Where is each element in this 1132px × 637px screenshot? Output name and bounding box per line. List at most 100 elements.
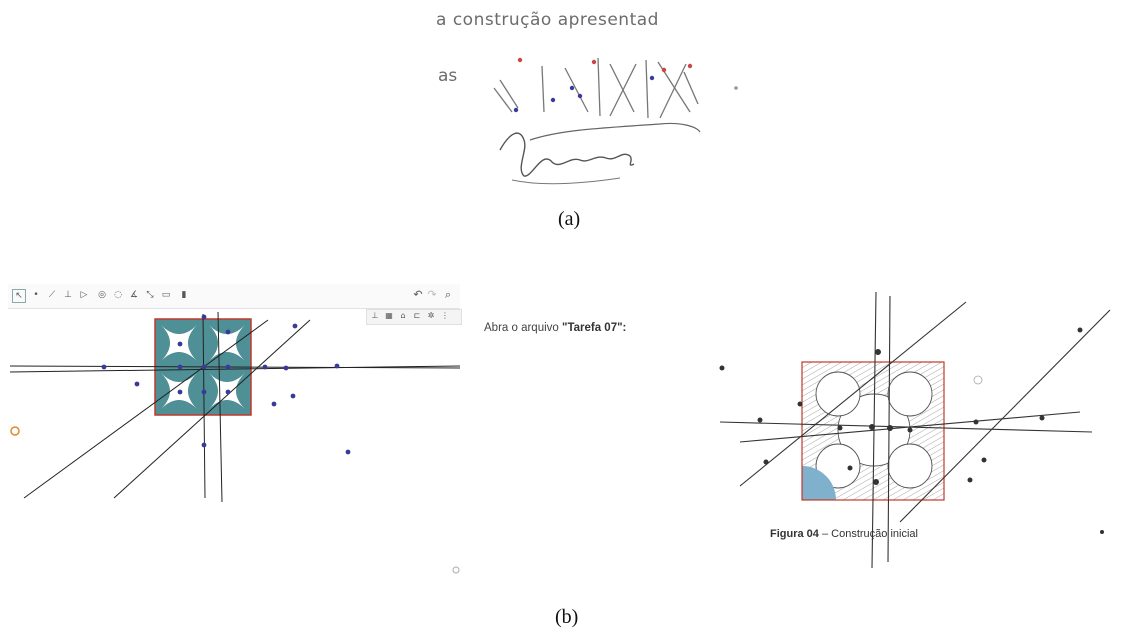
signature-stroke	[511, 177, 621, 185]
redo-icon[interactable]: ↷	[427, 288, 437, 301]
construction-point	[177, 341, 183, 347]
construction-point	[225, 364, 231, 370]
sketch-line	[564, 67, 589, 113]
sketch-line	[541, 65, 545, 113]
sketch-point	[550, 97, 556, 103]
construction-line	[9, 365, 461, 369]
sketch-point	[649, 75, 655, 81]
polygon-tool-icon[interactable]: ▷	[80, 290, 88, 300]
zoom-icon	[452, 566, 460, 574]
graphics-style-bar: ⊥ ▦ ⌂ ⊏ ✲ ⋮	[366, 309, 462, 325]
construction-point	[177, 364, 183, 370]
signature-stroke	[529, 122, 701, 141]
axes-toggle-icon[interactable]: ⊥	[371, 311, 379, 320]
slider-handle	[10, 426, 20, 436]
instruction-prefix: Abra o arquivo	[484, 322, 562, 334]
circle-3points-tool-icon[interactable]: ◌	[114, 290, 122, 300]
construction-point	[283, 365, 289, 371]
construction-point	[262, 364, 268, 370]
sketch-line	[683, 71, 699, 105]
sketch-point	[569, 85, 575, 91]
grid-toggle-icon[interactable]: ▦	[385, 311, 393, 320]
sketch-point	[763, 459, 769, 465]
sketch-point	[577, 93, 583, 99]
sketch-point	[973, 419, 979, 425]
slider-tool-icon[interactable]: ▭	[161, 290, 171, 300]
instruction-text: Abra o arquivo "Tarefa 07":	[484, 322, 626, 334]
angle-tool-icon[interactable]: ∡	[129, 290, 139, 300]
sketch-line	[645, 59, 649, 119]
sketch-point	[837, 425, 843, 431]
construction-line	[9, 365, 461, 373]
more-icon[interactable]: ⋮	[441, 311, 449, 320]
sketch-line	[899, 309, 1111, 523]
instruction-filename: "Tarefa 07":	[562, 322, 627, 334]
undo-icon[interactable]: ↶	[413, 288, 423, 301]
construction-point	[345, 449, 351, 455]
geogebra-window: ↖ • ⟋ ⊥ ▷ ◎ ◌ ∡ ⤡ ▭ ▮ ↶ ↷ ⌕ ⊥ ▦ ⌂ ⊏ ✲ ⋮	[8, 284, 462, 584]
line-tool-icon[interactable]: ⟋	[48, 290, 56, 300]
sketch-point	[513, 107, 519, 113]
view-icon[interactable]: ⊏	[413, 311, 421, 320]
sketch-point	[887, 425, 893, 431]
sketch-line	[659, 63, 687, 119]
move-tool-icon[interactable]: ↖	[12, 289, 26, 303]
sketch-circle	[887, 371, 933, 417]
construction-point	[201, 364, 207, 370]
scan-text-line-2: as	[438, 66, 458, 86]
construction-point	[334, 363, 340, 369]
sketch-line	[609, 63, 637, 117]
sketch-point	[661, 67, 667, 73]
sketch-point	[1039, 415, 1045, 421]
figure-caption-text: – Construção inicial	[818, 528, 918, 540]
construction-point	[292, 323, 298, 329]
construction-line	[23, 319, 269, 499]
construction-point	[134, 381, 140, 387]
construction-point	[201, 442, 207, 448]
sketch-line	[609, 63, 635, 113]
sketch-circle	[887, 443, 933, 489]
sketch-point	[907, 427, 913, 433]
sketch-point	[1077, 327, 1083, 333]
sketch-line	[493, 87, 513, 113]
sketch-point	[797, 401, 803, 407]
caption-a: (a)	[558, 208, 581, 230]
construction-point	[101, 364, 107, 370]
figure-caption: Figura 04 – Construção inicial	[770, 528, 918, 540]
reflect-tool-icon[interactable]: ⤡	[146, 290, 154, 300]
geogebra-canvas[interactable]	[8, 284, 462, 584]
sketch-line	[739, 301, 967, 487]
scan-text-line-1: a construção apresentad	[436, 10, 659, 30]
construction-line	[113, 319, 311, 499]
perpendicular-tool-icon[interactable]: ⊥	[64, 290, 72, 300]
search-icon[interactable]: ⌕	[444, 288, 452, 301]
construction-line	[217, 311, 223, 503]
sketch-point	[847, 465, 853, 471]
sketch-point	[687, 63, 693, 69]
sketch-line	[871, 291, 877, 569]
stray-mark	[973, 375, 983, 385]
sketch-point	[719, 365, 725, 371]
panel-a-scan: a construção apresentad as	[420, 0, 780, 210]
figure-caption-label: Figura 04	[770, 528, 819, 540]
sketch-line	[597, 57, 601, 117]
construction-point	[290, 393, 296, 399]
construction-line	[202, 313, 206, 499]
color-tool-icon[interactable]: ▮	[181, 290, 187, 300]
sketch-point	[591, 59, 597, 65]
sketch-point	[734, 86, 738, 90]
point-tool-icon[interactable]: •	[33, 290, 39, 300]
signature-stroke	[499, 132, 635, 177]
sketch-circle	[815, 371, 861, 417]
sketch-point	[517, 57, 523, 63]
settings-icon[interactable]: ✲	[427, 311, 435, 320]
construction-point	[225, 389, 231, 395]
circle-tool-icon[interactable]: ◎	[98, 290, 106, 300]
sketch-point	[1100, 530, 1104, 534]
sketch-point	[967, 477, 973, 483]
home-view-icon[interactable]: ⌂	[400, 311, 406, 320]
caption-b: (b)	[555, 606, 579, 628]
construction-point	[201, 389, 207, 395]
sketch-point	[875, 349, 881, 355]
geogebra-toolbar: ↖ • ⟋ ⊥ ▷ ◎ ◌ ∡ ⤡ ▭ ▮ ↶ ↷ ⌕	[8, 284, 460, 309]
